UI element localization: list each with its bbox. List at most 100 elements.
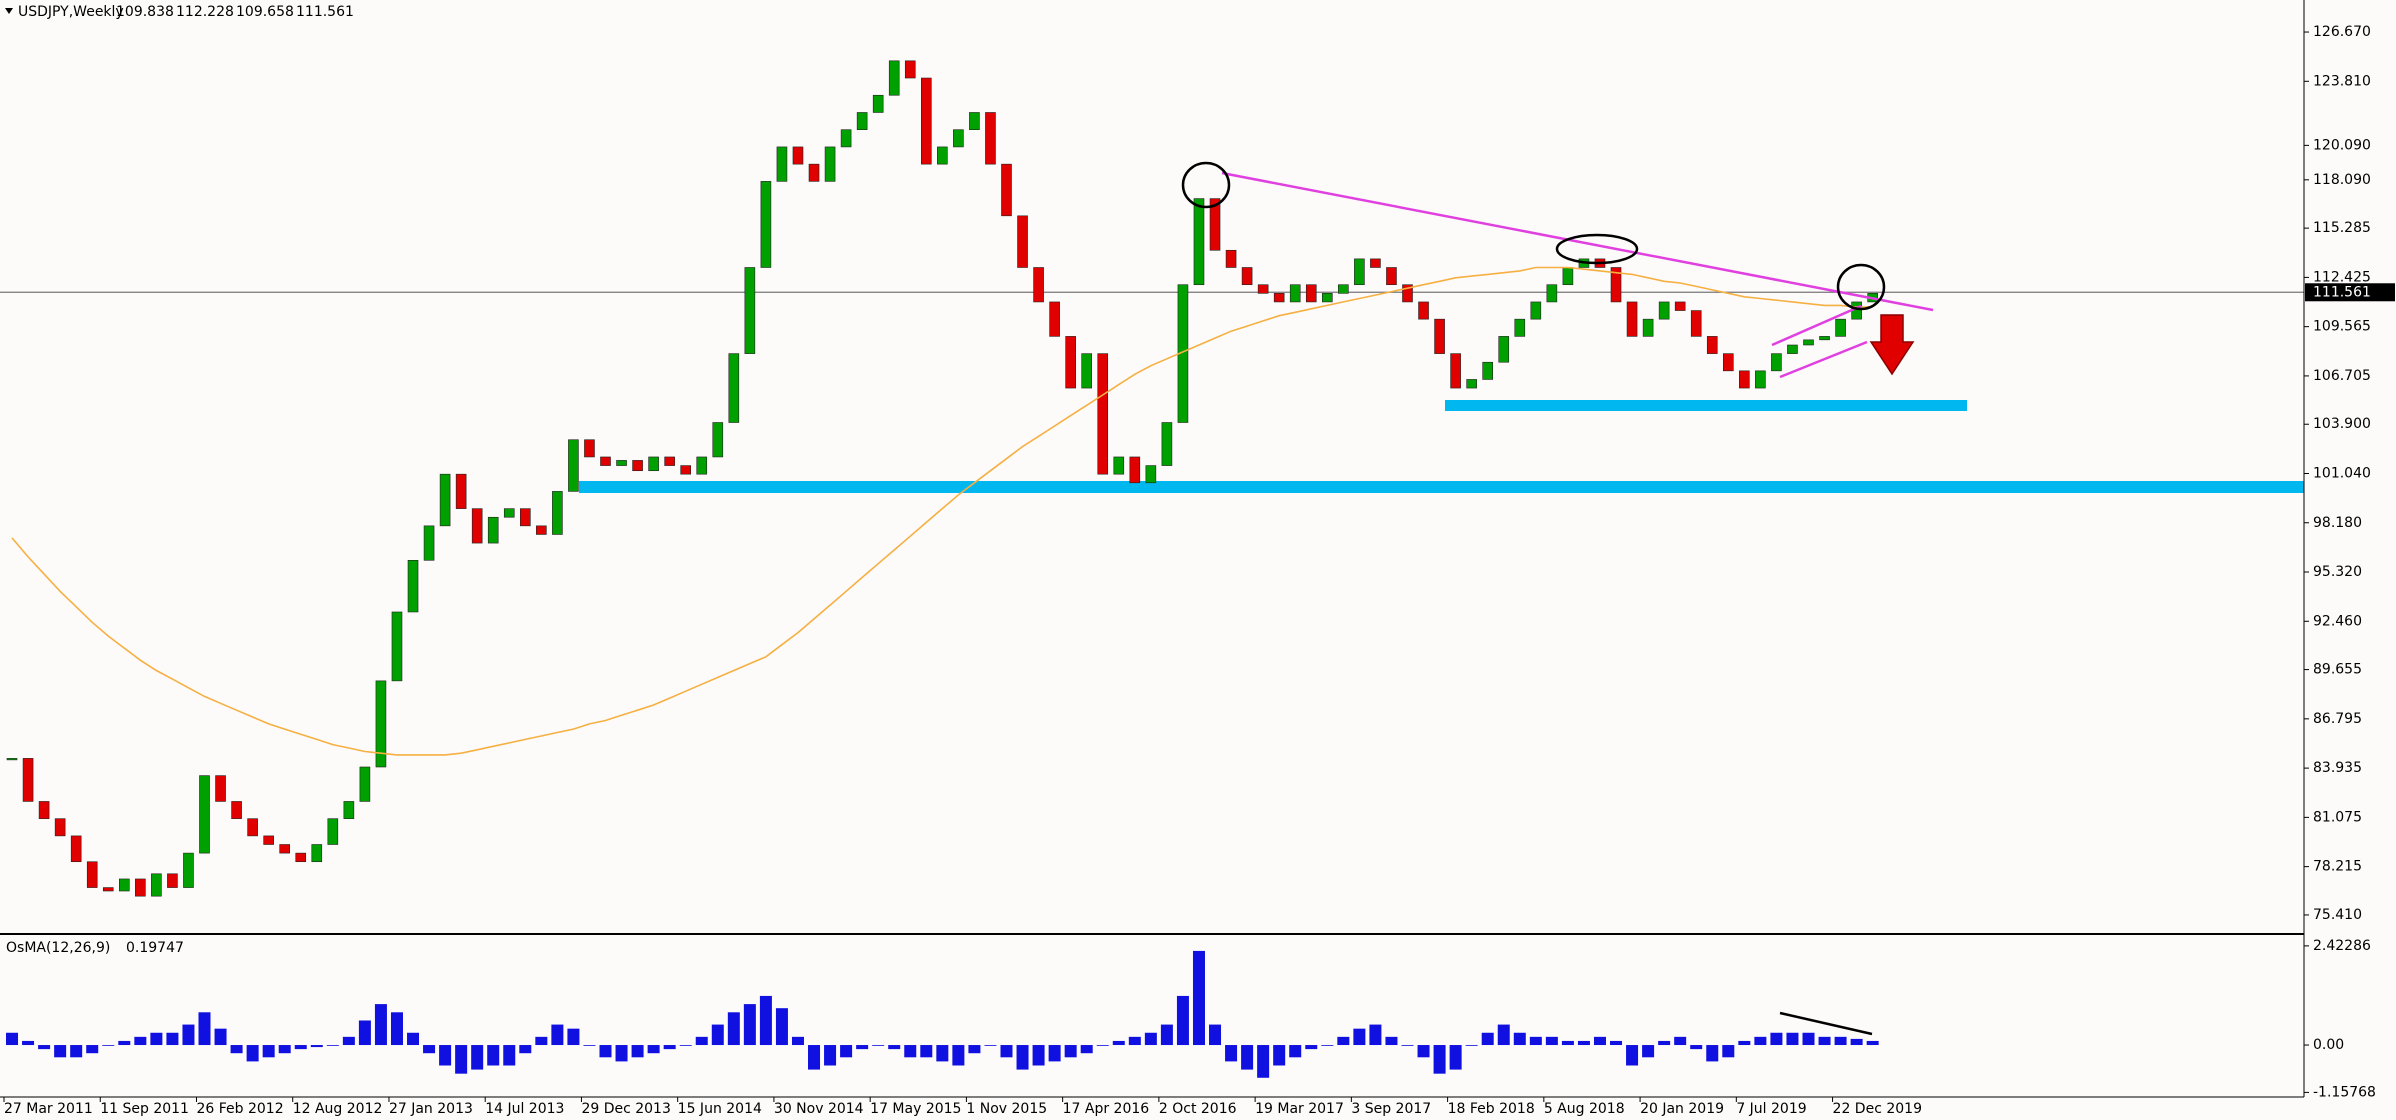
- osma-bar: [872, 1045, 885, 1046]
- candle-body: [1145, 465, 1157, 484]
- candle-body: [295, 852, 307, 863]
- osma-bar: [727, 1012, 740, 1046]
- x-tick-label: 15 Jun 2014: [678, 1101, 762, 1117]
- osma-bar: [1176, 995, 1189, 1046]
- candle-body: [1771, 353, 1782, 372]
- candle-body: [1129, 456, 1141, 484]
- osma-bar: [326, 1045, 339, 1046]
- osma-bar: [759, 995, 772, 1046]
- highlight-circle: [1555, 233, 1639, 265]
- candle-body: [937, 146, 948, 165]
- x-tick-label: 14 Jul 2013: [485, 1101, 564, 1117]
- osma-bar: [936, 1045, 949, 1062]
- osma-bar: [840, 1045, 853, 1058]
- osma-bar: [631, 1045, 644, 1058]
- osma-bar: [407, 1032, 420, 1046]
- osma-bar: [471, 1045, 484, 1070]
- candle-body: [1386, 267, 1397, 286]
- candle-body: [199, 775, 210, 854]
- candle-body: [680, 465, 692, 475]
- candle-body: [1642, 318, 1654, 337]
- candle-body: [1065, 336, 1076, 389]
- candle-body: [1113, 456, 1125, 475]
- support-zone: [1445, 400, 1967, 411]
- candle-body: [1273, 293, 1285, 303]
- candle-body: [1370, 258, 1381, 268]
- candle-body: [22, 758, 34, 802]
- candle-body: [728, 353, 740, 423]
- candle-body: [38, 801, 50, 819]
- osma-bar: [374, 1004, 387, 1046]
- candle-body: [584, 439, 595, 458]
- candle-body: [568, 439, 579, 492]
- osma-bar: [1048, 1045, 1061, 1062]
- candle-body: [1354, 258, 1365, 286]
- candle-body: [359, 766, 371, 802]
- osma-bar: [1706, 1045, 1719, 1062]
- osma-bar: [1465, 1045, 1478, 1046]
- y-tick-label: 92.460: [2313, 613, 2362, 629]
- candle-body: [1097, 353, 1109, 475]
- osma-bar: [1818, 1036, 1831, 1046]
- candle-body: [600, 456, 611, 466]
- osma-bar: [1722, 1045, 1735, 1058]
- osma-bar: [102, 1045, 115, 1046]
- y-tick-label: 126.670: [2313, 24, 2371, 40]
- candle-body: [1322, 293, 1333, 303]
- candle-body: [1466, 379, 1477, 389]
- osma-bar: [118, 1040, 131, 1046]
- candle-body: [552, 491, 563, 535]
- osma-bar: [711, 1024, 724, 1046]
- candle-body: [1193, 198, 1205, 286]
- osma-bar: [904, 1045, 917, 1058]
- last-price-label: 111.561: [2313, 284, 2371, 300]
- candle-body: [343, 801, 355, 819]
- osma-bar: [743, 1004, 756, 1046]
- osma-bar: [1273, 1045, 1286, 1066]
- x-tick-label: 20 Jan 2019: [1640, 1101, 1724, 1117]
- candle-body: [1546, 284, 1558, 303]
- y2-tick-label: -1.15768: [2313, 1084, 2376, 1100]
- candle-body: [1161, 422, 1173, 466]
- candle-body: [375, 680, 387, 768]
- y-tick-label: 95.320: [2313, 564, 2362, 580]
- osma-bar: [856, 1045, 869, 1050]
- frame: [0, 0, 2305, 1098]
- candle-body: [1658, 301, 1670, 320]
- osma-bar: [1112, 1040, 1125, 1046]
- y-tick-label: 83.935: [2313, 760, 2362, 776]
- osma-bar: [1850, 1038, 1863, 1046]
- candle-body: [856, 112, 868, 130]
- osma-bar: [1481, 1032, 1494, 1046]
- osma-bar: [1144, 1032, 1157, 1046]
- osma-bar: [1289, 1045, 1302, 1058]
- osma-bar: [1128, 1036, 1141, 1046]
- osma-bar: [1513, 1032, 1526, 1046]
- osma-bar: [134, 1036, 147, 1046]
- candle-body: [1803, 339, 1814, 346]
- candle-body: [279, 844, 291, 854]
- candle-body: [1562, 267, 1574, 286]
- y-tick-label: 81.075: [2313, 809, 2362, 825]
- osma-bar: [551, 1024, 564, 1046]
- osma-bar: [519, 1045, 532, 1054]
- osma-bar: [952, 1045, 965, 1066]
- candle-body: [1626, 301, 1638, 337]
- candle-body: [1434, 318, 1445, 354]
- osma-bar: [1096, 1045, 1109, 1046]
- candle-body: [1257, 284, 1269, 294]
- candle-body: [648, 456, 659, 472]
- collapse-icon[interactable]: [5, 8, 13, 14]
- candle-body: [920, 77, 932, 165]
- osma-bar: [1353, 1028, 1366, 1046]
- y2-tick-label: 0.00: [2313, 1037, 2344, 1053]
- candle-body: [1514, 318, 1526, 337]
- osma-bar: [1417, 1045, 1430, 1058]
- osma-bar: [278, 1045, 291, 1054]
- osma-bar: [920, 1045, 933, 1058]
- candle-body: [1674, 301, 1686, 311]
- x-tick-label: 2 Oct 2016: [1159, 1101, 1237, 1117]
- candle-body: [102, 887, 114, 892]
- annotation-back: [579, 400, 2304, 493]
